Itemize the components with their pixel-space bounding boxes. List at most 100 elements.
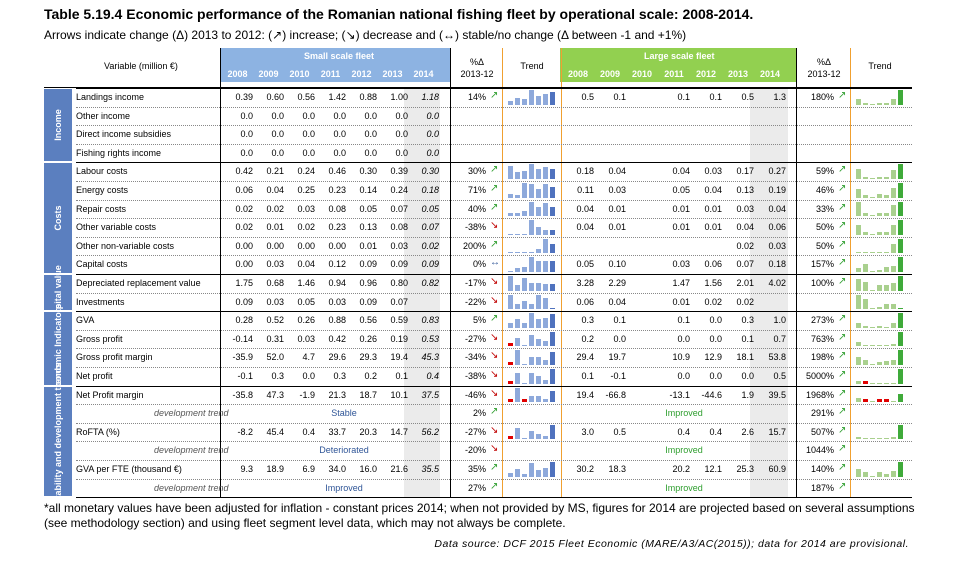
large-pct-change: 273% [810,315,834,326]
large-value: 12.1 [704,464,722,474]
row-separator [76,106,912,108]
small-trend-bar [529,220,534,235]
large-trend-bar [877,362,882,365]
large-trend-bar [898,276,903,291]
row-separator [76,181,912,182]
small-value: 0.80 [390,278,408,288]
small-trend-bar [522,267,527,272]
small-change-arrow-icon: ↗ [490,201,499,213]
large-pct-change: 180% [810,92,834,102]
large-trend-bar [877,269,882,272]
large-year-header: 2009 [599,69,621,79]
small-trend-bar [536,339,541,347]
large-value: 0.5 [773,371,786,381]
small-trend-bar [543,94,548,105]
small-trend-bar [543,283,548,291]
small-trend-bar [543,183,548,198]
large-value: 0.04 [736,222,754,233]
small-trend-bar [543,203,548,217]
small-value: 45.3 [421,352,439,363]
row-separator [76,478,912,480]
row-separator [76,255,912,257]
large-value: -66.8 [605,389,626,400]
large-trend-bar [863,399,868,403]
small-trend-bar [522,183,527,198]
large-trend-bar [856,323,861,328]
small-trend-bar [536,356,541,365]
small-trend-bar [536,396,541,403]
table-subtitle: Arrows indicate change (Δ) 2013 to 2012:… [44,28,687,42]
large-value: 0.04 [768,203,786,214]
large-value: 0.01 [672,296,690,307]
large-value: 0.1 [741,333,754,344]
large-trend-bar [884,382,889,384]
large-trend-bar [898,257,903,272]
small-year-header: 2013 [382,69,403,79]
large-pct-change: 140% [810,464,834,474]
large-value: 15.7 [768,426,786,437]
small-trend-bar [508,233,513,235]
small-value: 0.0 [240,147,253,158]
large-trend-bar [891,187,896,198]
small-development-trend: Stable [331,408,357,419]
large-value: 30.2 [576,464,594,474]
small-value: 0.0 [426,147,439,158]
small-trend-bar [508,362,513,365]
large-trend-bar [870,178,875,179]
group-separator [76,88,912,89]
small-trend-bar [522,278,527,291]
small-value: 0.08 [328,203,346,214]
small-value: 0.03 [328,296,346,307]
small-value: 0.1 [395,371,408,381]
small-value: 0.00 [235,259,253,270]
small-trend-bar [543,341,548,347]
large-change-arrow-icon: ↗ [838,313,847,325]
small-trend-bar [522,399,527,403]
small-trend-bar [550,283,555,291]
row-label: Net profit [76,371,113,381]
small-trend-bar [529,304,534,310]
small-trend-bar [529,395,534,403]
small-value: 0.42 [328,333,346,344]
small-value: 0.02 [421,240,439,251]
large-pct-change: 100% [810,278,834,288]
large-trend-bar [884,284,889,291]
small-value: 0.88 [328,315,346,326]
small-change-arrow-icon: ↘ [490,220,499,232]
large-value: 2.01 [736,278,754,288]
small-value: 0.0 [302,129,315,140]
small-value: 0.52 [266,315,284,326]
large-value: 0.03 [768,240,786,251]
large-trend-bar [898,313,903,328]
large-value: 0.04 [576,203,594,214]
small-trend-header: Trend [520,61,544,71]
variable-column-header: Variable (million €) [104,61,178,71]
large-trend-bar [856,294,861,310]
large-trend-bar [870,345,875,347]
small-value: 0.30 [421,166,439,177]
large-trend-bar [870,438,875,440]
large-pct-change: 763% [810,333,834,344]
row-separator [76,292,912,294]
large-value: 0.4 [677,426,690,437]
small-value: 0.0 [333,147,346,158]
large-value: 19.7 [608,352,626,363]
small-pct-change: 2% [472,408,486,419]
small-trend-bar [515,233,520,235]
small-trend-bar [543,379,548,384]
footnote: *all monetary values have been adjusted … [44,501,915,530]
large-change-arrow-icon: ↗ [838,257,847,269]
large-change-arrow-icon: ↗ [838,443,847,455]
row-label: GVA per FTE (thousand €) [76,464,182,474]
small-trend-bar [529,462,534,477]
small-year-header: 2011 [320,69,341,79]
large-value: 29.4 [576,352,594,363]
large-trend-bar [863,472,868,477]
large-change-arrow-icon: ↗ [838,350,847,362]
small-trend-bar [550,92,555,105]
large-trend-bar [863,263,868,272]
small-trend-bar [550,424,555,440]
large-value: 0.0 [709,333,722,344]
small-value: 0.03 [297,333,315,344]
small-trend-bar [522,252,527,254]
